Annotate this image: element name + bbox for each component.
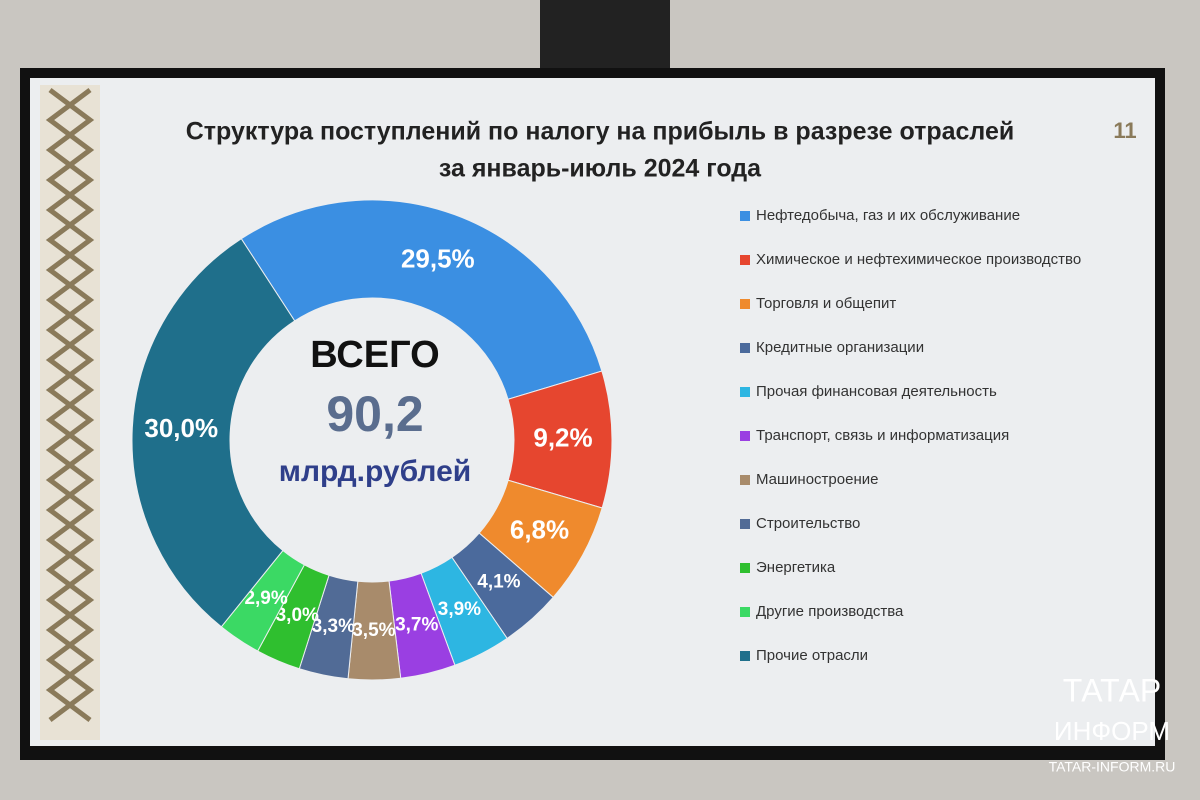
legend-swatch [740,475,750,485]
legend-label: Прочие отрасли [756,647,868,664]
legend-label: Машиностроение [756,471,878,488]
legend-label: Кредитные организации [756,339,924,356]
data-label: 3,0% [276,605,319,626]
center-unit: млрд.рублей [279,455,471,488]
legend-label: Торговля и общепит [756,295,896,312]
legend-label: Транспорт, связь и информатизация [756,427,1009,444]
data-label: 3,5% [352,620,395,641]
camera [540,0,670,75]
data-label: 29,5% [401,244,475,274]
data-label: 3,3% [312,616,355,637]
ornament-band [40,85,100,740]
legend-swatch [740,563,750,573]
data-label: 9,2% [533,422,592,452]
donut-slice [240,199,603,400]
data-label: 3,9% [438,599,481,620]
data-label: 4,1% [477,572,520,593]
data-label: 6,8% [510,515,569,545]
legend-label: Нефтедобыча, газ и их обслуживание [756,207,1020,224]
legend-swatch [740,651,750,661]
legend-swatch [740,519,750,529]
page-number: 11 [1113,118,1136,143]
data-label: 30,0% [144,413,218,443]
legend-swatch [740,255,750,265]
ornament [45,88,95,722]
donut-slice [131,238,296,628]
legend-label: Энергетика [756,559,836,576]
watermark: TATAR-INFORM.RU [1049,759,1176,775]
legend-swatch [740,299,750,309]
center-value: 90,2 [326,386,423,442]
legend-label: Прочая финансовая деятельность [756,383,997,400]
center-label: ВСЕГО [310,334,439,376]
legend-label: Химическое и нефтехимическое производств… [756,251,1081,268]
legend-swatch [740,431,750,441]
legend-label: Строительство [756,515,860,532]
chart-title: Структура поступлений по налогу на прибы… [186,118,1015,146]
data-label: 2,9% [244,588,287,609]
legend-swatch [740,343,750,353]
legend-swatch [740,211,750,221]
chart-title: за январь-июль 2024 года [439,155,762,183]
data-label: 3,7% [395,615,438,636]
legend-label: Другие производства [756,603,904,620]
watermark: ИНФОРМ [1054,716,1170,746]
legend-swatch [740,387,750,397]
legend-swatch [740,607,750,617]
watermark: ТАТАР [1063,672,1162,708]
